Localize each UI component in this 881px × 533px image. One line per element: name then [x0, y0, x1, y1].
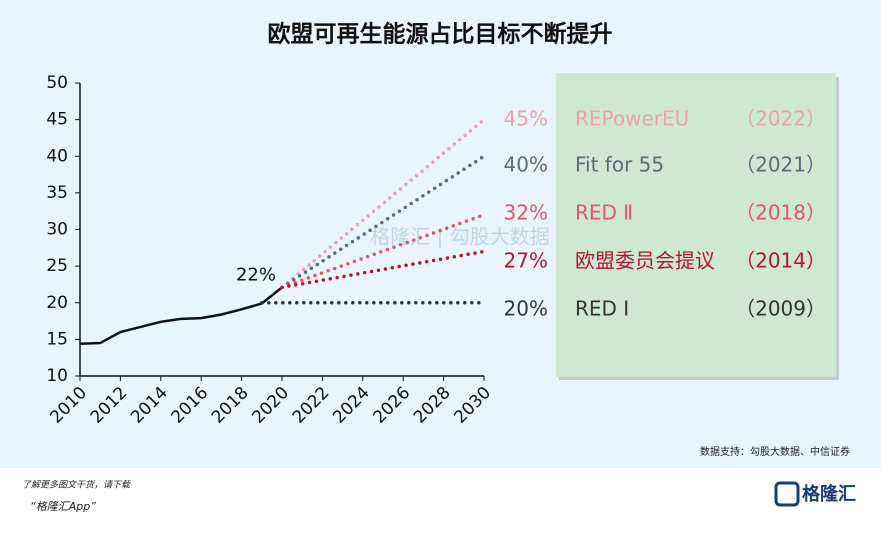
- legend-label: 欧盟委员会提议: [575, 249, 715, 273]
- chart-title: 欧盟可再生能源占比目标不断提升: [268, 21, 613, 48]
- logo-icon: [774, 481, 800, 507]
- watermark: 格隆汇 | 勾股大数据: [370, 225, 549, 249]
- y-tick-label: 20: [46, 293, 68, 313]
- y-tick-label: 15: [46, 329, 68, 349]
- footer-text: 了解更多图文干货，请下载: [22, 480, 131, 491]
- legend-note: （2022）: [735, 107, 826, 131]
- series-line: [280, 249, 486, 290]
- logo-text: 格隆汇: [802, 483, 856, 505]
- legend-note: （2018）: [735, 201, 826, 225]
- y-tick-label: 40: [46, 146, 68, 166]
- y-tick-label: 30: [46, 220, 68, 240]
- data-label: 40%: [504, 153, 548, 177]
- series-line: [280, 213, 486, 290]
- legend-box: [556, 73, 836, 377]
- legend-label: RED Ⅱ: [575, 201, 633, 225]
- data-label: 20%: [504, 297, 548, 321]
- y-tick-label: 25: [46, 256, 68, 276]
- legend-label: Fit for 55: [575, 153, 664, 177]
- legend-note: （2009）: [735, 297, 826, 321]
- data-label: 45%: [504, 107, 548, 131]
- footer-app: “格隆汇App”: [30, 500, 96, 513]
- source-note: 数据支持：勾股大数据、中信证券: [700, 445, 850, 458]
- y-tick-label: 45: [46, 110, 68, 130]
- legend-label: REPowerEU: [575, 107, 689, 131]
- data-label: 32%: [504, 201, 548, 225]
- series-line: [280, 154, 486, 290]
- series-line: [79, 286, 283, 346]
- footer-background: [0, 468, 881, 529]
- data-label: 27%: [504, 249, 548, 273]
- y-tick-label: 35: [46, 183, 68, 203]
- data-label: 22%: [236, 264, 276, 285]
- y-tick-label: 10: [46, 366, 68, 386]
- series-line: [280, 117, 486, 290]
- legend-note: （2021）: [735, 153, 826, 177]
- y-tick-label: 50: [46, 73, 68, 93]
- legend-note: （2014）: [735, 249, 826, 273]
- legend-label: RED Ⅰ: [575, 297, 629, 321]
